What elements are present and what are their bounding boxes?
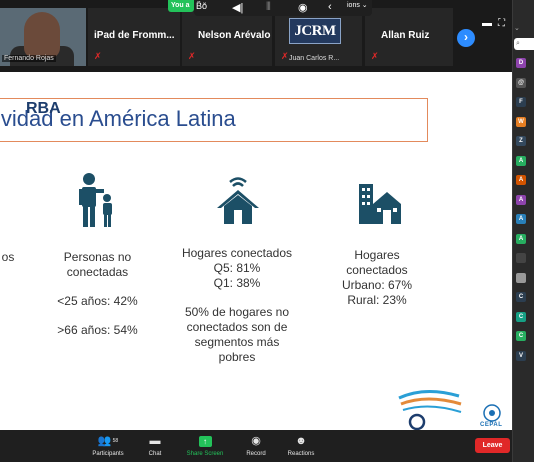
chat-button[interactable]: ▬ Chat (138, 430, 172, 462)
video-tile-juan-carlos[interactable]: JCRM ✗ Juan Carlos R... (275, 8, 362, 66)
city-home-icon (359, 184, 401, 224)
participant-avatar[interactable]: A (516, 214, 526, 224)
note-line: pobres (218, 350, 256, 364)
reactions-icon: ☻ (295, 435, 307, 447)
expand-icon[interactable]: ⛶ (498, 18, 505, 29)
share-screen-label: Share Screen (186, 451, 224, 457)
translate-icon[interactable]: B̈ŏ (196, 1, 208, 11)
column-heading-line: conectadas (66, 265, 129, 279)
parent-child-icon (79, 173, 112, 227)
note-line: 50% de hogares no (184, 305, 290, 319)
participant-name: Allan Ruiz (381, 30, 430, 41)
reactions-label: Reactions (287, 451, 315, 457)
participant-avatar[interactable]: C (516, 331, 526, 341)
video-tile-allan[interactable]: Allan Ruiz ✗ (365, 8, 453, 66)
participant-avatar[interactable] (516, 253, 526, 263)
column-connected-homes-urban-rural: Hogares conectados Urbano: 67% Rural: 23… (328, 248, 426, 308)
stat-under-25: <25 años: 42% (57, 294, 138, 308)
participant-avatar[interactable]: D (516, 58, 526, 68)
stat-rural: Rural: 23% (347, 293, 407, 307)
column-heading-line: conectados (346, 263, 408, 277)
column-heading-line: Hogares (354, 248, 400, 262)
participant-name: Nelson Arévalo (198, 30, 271, 41)
meeting-controls-bar: 👥58 Participants ▬ Chat ↑ Share Screen ◉… (0, 430, 512, 462)
muted-mic-icon: ✗ (371, 51, 379, 61)
participant-avatar[interactable]: A (516, 194, 526, 205)
muted-mic-icon: ✗ (281, 51, 289, 61)
record-label: Record (246, 451, 266, 457)
orba-logo-text: RBA (26, 100, 61, 117)
minimize-icon[interactable]: ▬ (482, 18, 492, 29)
stat-over-66: >66 años: 54% (57, 323, 138, 337)
record-button[interactable]: ◉ Record (238, 430, 274, 462)
participant-avatar[interactable]: @ (516, 77, 526, 88)
shared-screen-slide: ividad en América Latina (0, 72, 512, 430)
note-line: segmentos más (194, 335, 280, 349)
slide-title-box: ividad en América Latina (0, 98, 428, 142)
column-heading-line: Personas no (63, 250, 132, 264)
participant-avatar[interactable]: C (516, 292, 526, 302)
chat-label: Chat (148, 451, 162, 457)
participant-avatar[interactable]: F (516, 97, 526, 107)
participants-label: Participants (92, 451, 124, 457)
column-partial: os (0, 250, 28, 265)
options-menu[interactable]: ions ⌄ (347, 2, 368, 9)
column-persons-not-connected: Personas no conectadas <25 años: 42% >66… (45, 250, 150, 338)
muted-mic-icon: ✗ (188, 51, 196, 61)
column-text: os (1, 250, 15, 264)
stat-q1: Q1: 38% (213, 276, 261, 290)
search-icon[interactable]: ⌕ (514, 38, 534, 50)
chevron-right-icon[interactable]: › (457, 29, 475, 47)
participant-name: iPad de Fromm... (94, 30, 175, 41)
record-icon: ◉ (251, 435, 261, 447)
video-tile-nelson[interactable]: Nelson Arévalo ✗ (182, 8, 272, 66)
column-connected-homes: Hogares conectados Q5: 81% Q1: 38% 50% d… (172, 246, 302, 365)
speaker-icon[interactable]: ◀︎| (232, 2, 244, 14)
video-tile-fernando-rojas[interactable]: Fernando Rojas (0, 8, 86, 66)
participant-avatar[interactable] (516, 272, 526, 283)
chevron-left-icon[interactable]: ‹ (328, 1, 332, 13)
participant-face (24, 12, 60, 58)
share-toolbar: B̈ŏ ◀︎| ⦀ ◉ ‹ (194, 0, 372, 16)
sharing-indicator: You a (168, 0, 194, 12)
chat-icon: ▬ (149, 435, 161, 447)
chevron-down-icon[interactable]: ⌄ (514, 25, 520, 32)
jcrm-logo: JCRM (289, 18, 341, 44)
note-line: conectados son de (186, 320, 288, 334)
participants-side-panel (512, 0, 534, 462)
broadcast-icon[interactable]: ◉ (298, 2, 308, 14)
cepal-logo-text: CEPAL (480, 422, 503, 428)
participant-name-label: Fernando Rojas (2, 55, 56, 62)
reactions-button[interactable]: ☻ Reactions (281, 430, 321, 462)
video-tile-ipad[interactable]: iPad de Fromm... ✗ (88, 8, 180, 66)
column-heading-line: Hogares conectados (181, 246, 293, 260)
participants-button[interactable]: 👥58 Participants (88, 430, 128, 462)
participant-avatar[interactable]: Z (516, 136, 526, 146)
leave-button[interactable]: Leave (475, 438, 510, 453)
participant-name-label: Juan Carlos R... (289, 55, 340, 62)
mic-icon[interactable]: ⦀ (266, 1, 271, 13)
participant-avatar[interactable]: A (516, 175, 526, 185)
share-screen-button[interactable]: ↑ Share Screen (182, 430, 228, 462)
muted-mic-icon: ✗ (94, 51, 102, 61)
stat-q5: Q5: 81% (213, 261, 261, 275)
un-emblem-icon (483, 404, 501, 422)
orba-logo-waves (398, 390, 462, 430)
participant-avatar[interactable]: A (516, 155, 526, 166)
participant-avatar[interactable]: W (516, 116, 526, 127)
share-screen-icon: ↑ (182, 434, 228, 448)
participant-avatar[interactable]: A (516, 233, 526, 244)
participants-icon: 👥58 (97, 435, 119, 447)
participant-avatar[interactable]: V (516, 350, 526, 361)
participant-avatar[interactable]: C (516, 311, 526, 322)
participants-count: 58 (112, 438, 119, 444)
slide-title: ividad en América Latina (0, 106, 236, 131)
stat-urban: Urbano: 67% (341, 278, 413, 292)
connected-home-icon (217, 177, 259, 224)
